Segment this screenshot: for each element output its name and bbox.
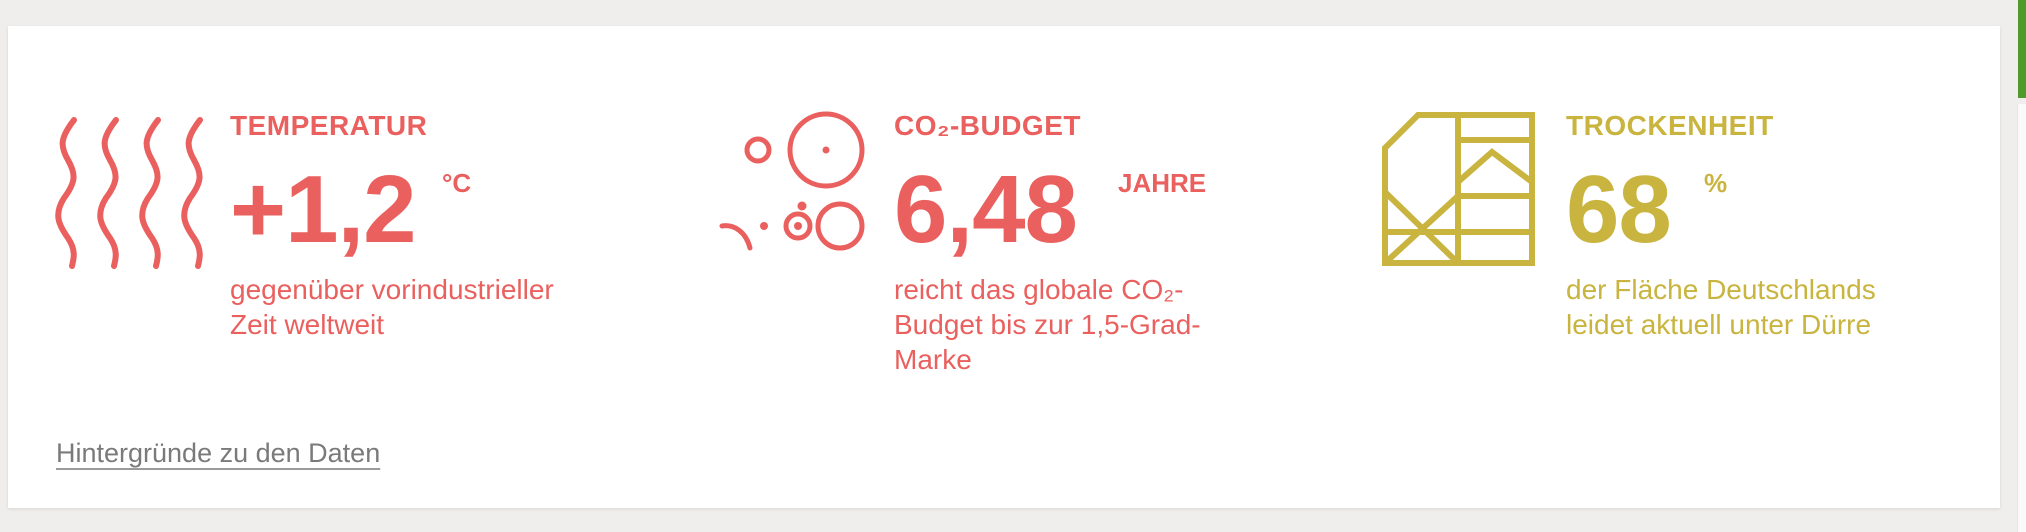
metric-drought: TROCKENHEIT 68 % der Fläche Deutschlands…	[8, 26, 1998, 426]
metric-temperature: TEMPERATUR +1,2 °C gegenüber vorindustri…	[8, 26, 608, 426]
metric-co2-budget: CO₂-BUDGET 6,48 JAHRE reicht das globale…	[8, 26, 1208, 426]
metric-co2-text: CO₂-BUDGET 6,48 JAHRE reicht das globale…	[894, 110, 1234, 377]
data-background-link[interactable]: Hintergründe zu den Daten	[56, 438, 381, 468]
scrollbar-track[interactable]	[2017, 104, 2026, 532]
metric-value: 68	[1566, 156, 1672, 263]
metric-drought-text: TROCKENHEIT 68 % der Fläche Deutschlands…	[1566, 110, 1926, 342]
metric-temperature-text: TEMPERATUR +1,2 °C gegenüber vorindustri…	[230, 110, 590, 342]
metric-unit: %	[1704, 168, 1728, 198]
metric-description: gegenüber vorindustrieller Zeit weltweit	[230, 274, 554, 340]
metric-unit: °C	[442, 168, 472, 198]
co2-bubbles-icon	[718, 110, 878, 295]
dry-land-map-icon	[1382, 112, 1536, 271]
metric-value: +1,2	[230, 156, 417, 263]
heat-waves-icon	[54, 110, 226, 275]
scrollbar-accent	[2018, 0, 2026, 98]
metric-value: 6,48	[894, 156, 1078, 263]
metric-label: CO₂-BUDGET	[894, 110, 1081, 141]
metric-unit: JAHRE	[1118, 168, 1207, 198]
metric-label: TROCKENHEIT	[1566, 110, 1774, 141]
metric-label: TEMPERATUR	[230, 110, 428, 141]
climate-dashboard-card: TEMPERATUR +1,2 °C gegenüber vorindustri…	[8, 26, 2000, 508]
metric-description: der Fläche Deutschlands leidet aktuell u…	[1566, 274, 1876, 340]
metric-description: reicht das globale CO₂-Budget bis zur 1,…	[894, 274, 1201, 375]
